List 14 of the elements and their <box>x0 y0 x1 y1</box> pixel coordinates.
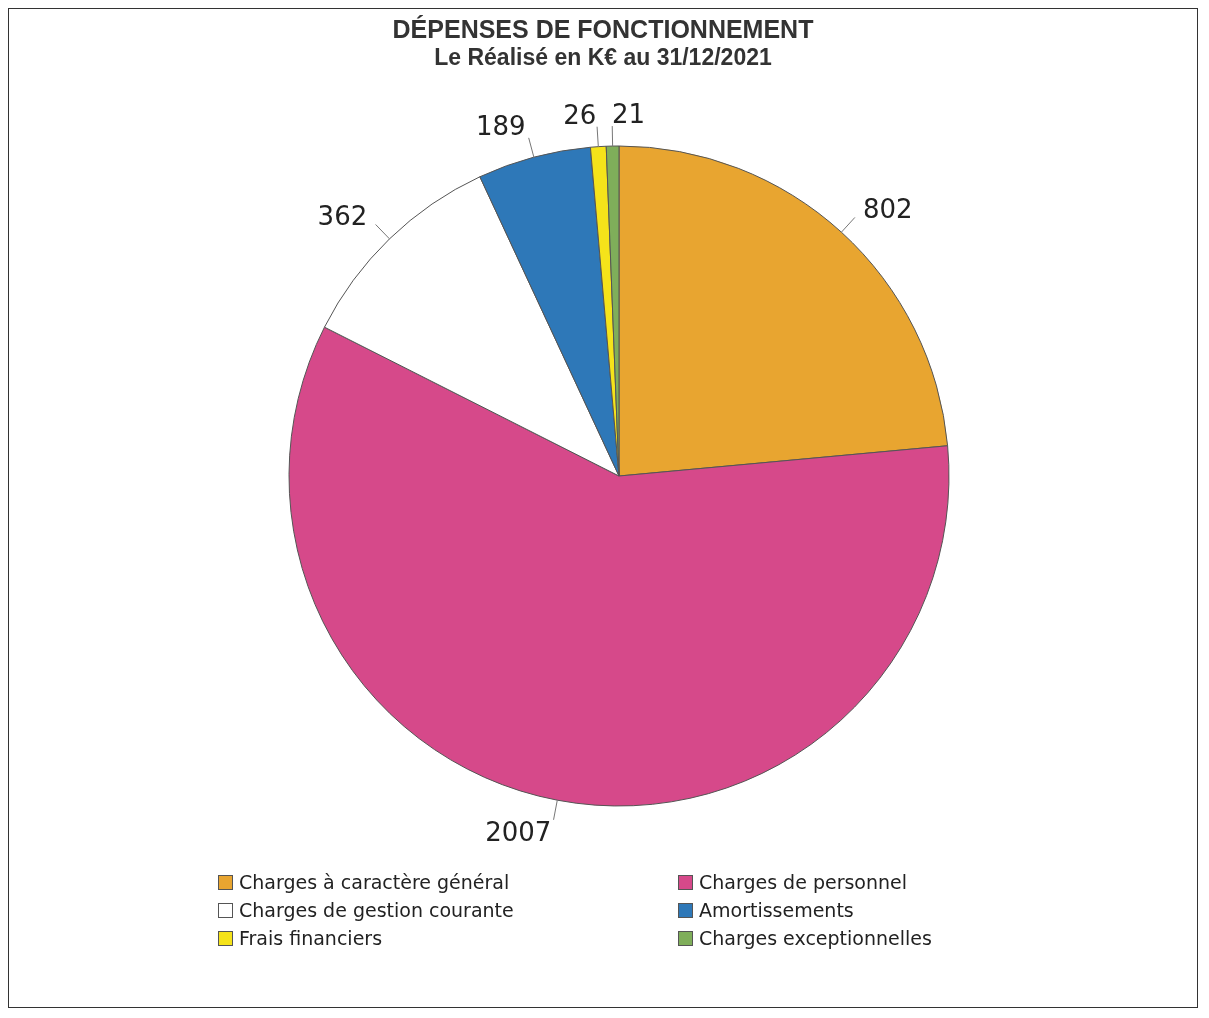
legend-label: Amortissements <box>699 899 854 921</box>
legend-label: Charges de personnel <box>699 871 908 893</box>
legend-label: Charges de gestion courante <box>239 899 514 921</box>
data-label: 26 <box>563 99 597 130</box>
data-label: 21 <box>611 99 646 130</box>
legend-label: Frais financiers <box>239 927 383 949</box>
data-label: 189 <box>475 111 526 142</box>
chart-subtitle: Le Réalisé en K€ au 31/12/2021 <box>433 44 773 71</box>
legend-label: Charges exceptionnelles <box>699 927 932 949</box>
data-label: 802 <box>862 193 913 224</box>
legend-label: Charges à caractère général <box>239 871 510 893</box>
data-label: 362 <box>317 200 368 231</box>
data-label: 2007 <box>485 816 552 847</box>
chart-title: DÉPENSES DE FONCTIONNEMENT <box>391 15 815 44</box>
